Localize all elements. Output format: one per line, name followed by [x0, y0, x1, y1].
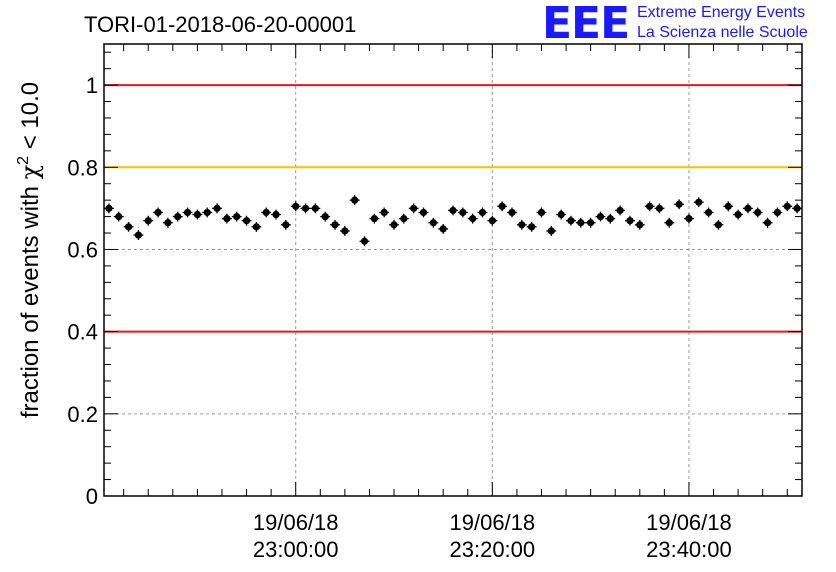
data-point [724, 202, 732, 210]
data-point [419, 208, 428, 217]
data-point [154, 208, 162, 217]
data-point [754, 208, 762, 217]
data-point [675, 200, 683, 208]
logo-line-2: La Scienza nelle Scuole [637, 24, 808, 41]
data-point [469, 215, 477, 223]
data-point [596, 212, 605, 221]
data-point [164, 219, 172, 227]
data-point [351, 196, 359, 204]
x-tick-date-label: 19/06/18 [646, 510, 732, 535]
data-point [646, 202, 654, 210]
data-point [587, 219, 595, 227]
x-tick-time-label: 23:40:00 [646, 537, 732, 562]
data-point [341, 227, 349, 235]
data-point [744, 204, 752, 212]
logo-line-1: Extreme Energy Events [637, 4, 806, 21]
data-point [252, 223, 260, 231]
data-point [183, 208, 192, 217]
data-point [547, 227, 555, 235]
data-point [360, 237, 369, 245]
data-point [557, 210, 565, 219]
data-point [144, 217, 152, 225]
data-point [105, 204, 113, 212]
x-tick-date-label: 19/06/18 [253, 510, 339, 535]
data-point [380, 208, 388, 217]
data-point [665, 219, 673, 227]
data-point [695, 198, 703, 206]
data-point [567, 217, 575, 225]
data-point [282, 221, 290, 229]
data-point [233, 212, 241, 221]
data-point [311, 204, 319, 212]
data-point [498, 202, 506, 210]
data-point [370, 215, 378, 223]
data-point [773, 208, 782, 217]
data-point [459, 208, 467, 217]
data-point [410, 204, 418, 212]
data-point [292, 202, 300, 210]
data-point [783, 202, 791, 210]
data-point [439, 225, 447, 233]
data-point [390, 221, 398, 229]
data-point [429, 219, 437, 227]
data-point [518, 221, 526, 229]
y-tick-label: 0.4 [67, 320, 98, 345]
y-tick-label: 0.2 [67, 402, 98, 427]
y-tick-label: 1 [86, 73, 98, 98]
y-tick-label: 0 [86, 484, 98, 509]
data-point [331, 221, 339, 229]
data-point [242, 217, 251, 225]
data-point [272, 210, 280, 219]
data-point [793, 204, 801, 212]
data-point [655, 204, 664, 212]
data-point [115, 212, 123, 221]
data-point [134, 231, 143, 239]
data-point [606, 215, 614, 223]
data-point [763, 219, 772, 227]
x-tick-time-label: 23:00:00 [253, 537, 339, 562]
data-point [528, 223, 536, 231]
data-point [714, 221, 723, 229]
plot-frame [103, 43, 803, 497]
y-tick-label: 0.8 [67, 155, 98, 180]
data-point [321, 212, 329, 221]
data-point [705, 208, 713, 217]
data-point [577, 219, 585, 227]
data-point [636, 221, 644, 229]
data-point [685, 215, 693, 223]
eee-logo-mark: EEE [542, 0, 630, 49]
data-point [537, 208, 546, 217]
data-point [400, 215, 408, 223]
chart-title: TORI-01-2018-06-20-00001 [84, 12, 357, 37]
data-point [203, 208, 211, 217]
data-point [213, 204, 221, 212]
y-axis-label: fraction of events with χ2 < 10.0 [15, 82, 44, 418]
data-point [488, 217, 496, 225]
data-point [734, 210, 742, 219]
data-point [193, 210, 201, 219]
data-point [616, 206, 624, 215]
y-tick-label: 0.6 [67, 237, 98, 262]
data-point [478, 208, 487, 217]
data-point [449, 206, 457, 215]
x-tick-date-label: 19/06/18 [450, 510, 536, 535]
data-point [124, 223, 133, 231]
data-point [508, 208, 516, 217]
data-point [301, 204, 310, 212]
data-point [626, 217, 634, 225]
data-point [223, 215, 231, 223]
x-tick-time-label: 23:20:00 [450, 537, 536, 562]
data-point [174, 212, 182, 221]
data-point [262, 208, 270, 217]
